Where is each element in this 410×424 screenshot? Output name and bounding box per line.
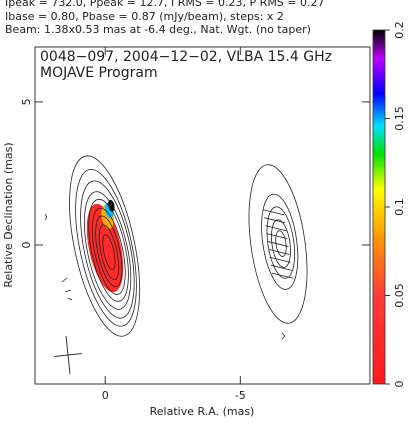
y-tick-label: 0 [20,241,33,248]
jet-contours [248,164,308,324]
core-component [86,199,124,293]
colorbar-tick-label: 0.2 [393,21,406,39]
y-axis-label: Relative Declination (mas) [2,142,15,287]
contour [266,206,296,279]
polarization-tick [268,248,290,255]
noise-contour [44,213,47,221]
colorbar [372,29,386,385]
colorbar-tick-label: 0.15 [393,106,406,131]
contour [95,215,123,287]
contour [271,219,291,268]
plot-frame [34,46,371,385]
polarization-tick [262,209,285,216]
polarization-tick [269,256,291,263]
x-tick-label: -5 [235,389,246,402]
x-tick-label: 0 [102,389,109,402]
chart-title: 0048−097, 2004−12−02, VLBA 15.4 GHz [40,49,332,65]
header-line: Ibase = 0.80, Pbase = 0.87 (mJy/beam), s… [5,10,284,23]
polarization-tick [271,272,294,279]
header-line: Beam: 1.38x0.53 mas at -6.4 deg., Nat. W… [5,23,311,36]
x-axis-label: Relative R.A. (mas) [150,405,255,418]
polarization-tick [266,233,288,240]
contour [80,180,135,319]
noise-contour [61,277,73,301]
contour [98,224,120,281]
polarization-tick [265,225,287,232]
polarization-tick [264,217,286,224]
chart-subtitle: MOJAVE Program [40,65,158,81]
y-tick-label: 5 [20,98,33,105]
colorbar-tick-label: 0.1 [393,198,406,216]
contour [91,207,126,295]
contour [275,230,287,257]
colorbar-tick-label: 0 [393,381,406,388]
contour [88,198,129,302]
intensity-fill [108,199,115,212]
contour [261,193,299,290]
beam [54,336,82,374]
polarization-tick [267,241,289,247]
contour-map [44,155,308,374]
noise-contour [281,332,286,340]
colorbar-tick-label: 0.05 [393,283,406,308]
polarization-tick [270,264,292,271]
contour [83,191,132,310]
header-line: Ipeak = 732.0, Ppeak = 12.7, I RMS = 0.2… [5,0,325,9]
contour [102,234,116,271]
